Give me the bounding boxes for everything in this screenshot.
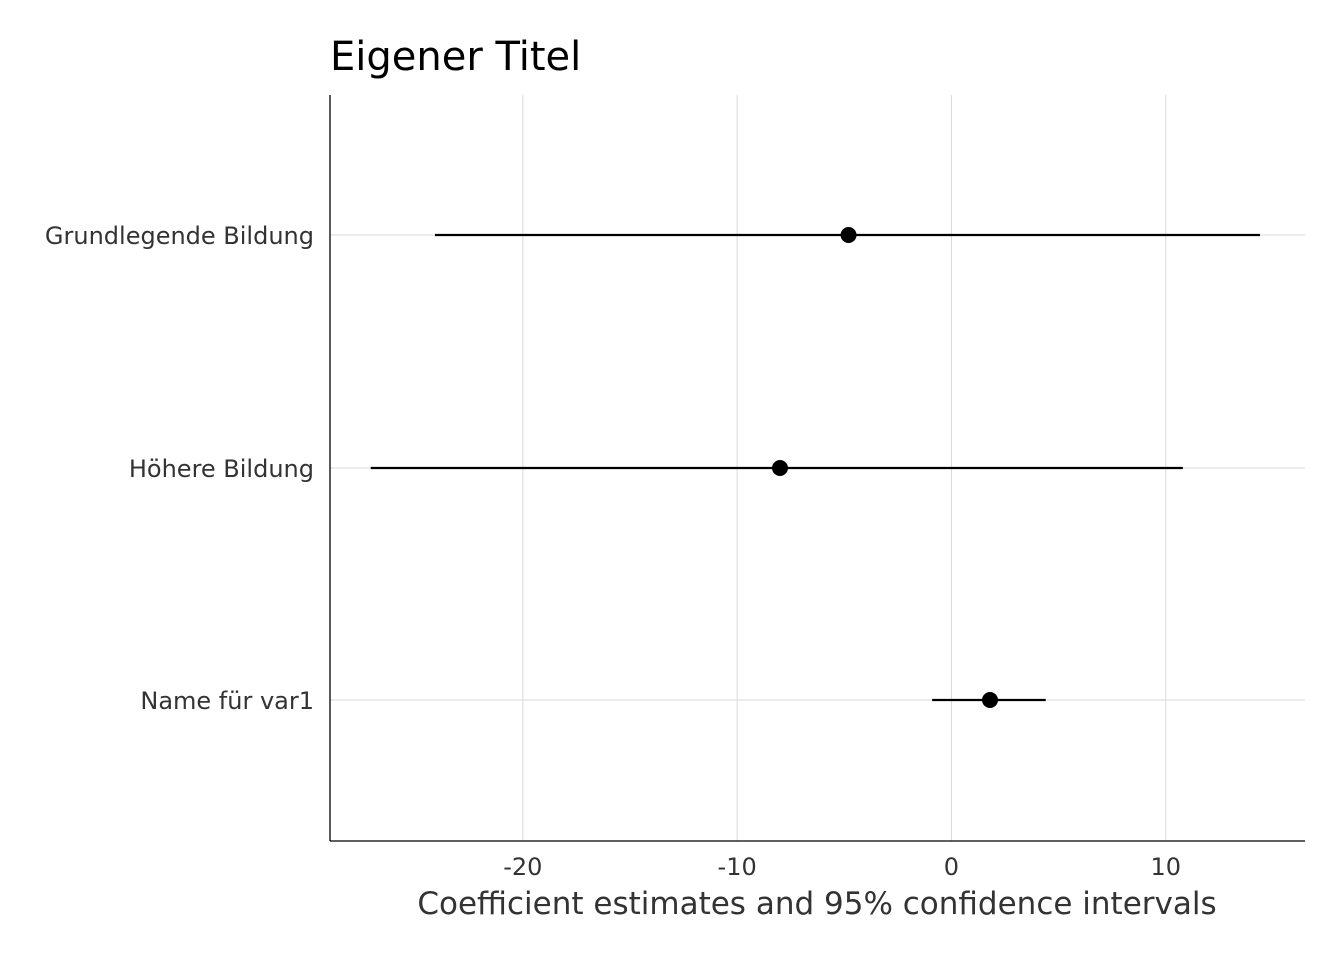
chart-title: Eigener Titel: [330, 34, 581, 80]
coefficient-point: [982, 692, 998, 708]
coefficient-point: [840, 227, 857, 243]
y-tick-labels: Grundlegende Bildung Höhere Bildung Name f…: [45, 222, 314, 715]
y-tick-label: Name für var1: [140, 687, 314, 715]
x-axis-label: Coefficient estimates and 95% confidence…: [417, 886, 1216, 922]
x-tick-labels: -20 -10 0 10: [503, 853, 1181, 881]
x-tick-label: -10: [718, 853, 757, 881]
coefficient-marks: [370, 227, 1260, 708]
x-tick-label: 0: [944, 853, 959, 881]
coefficient-point: [772, 460, 788, 476]
y-tick-label: Höhere Bildung: [129, 455, 314, 483]
y-tick-label: Grundlegende Bildung: [45, 222, 314, 250]
x-tick-label: -20: [503, 853, 542, 881]
x-tick-label: 10: [1150, 853, 1181, 881]
